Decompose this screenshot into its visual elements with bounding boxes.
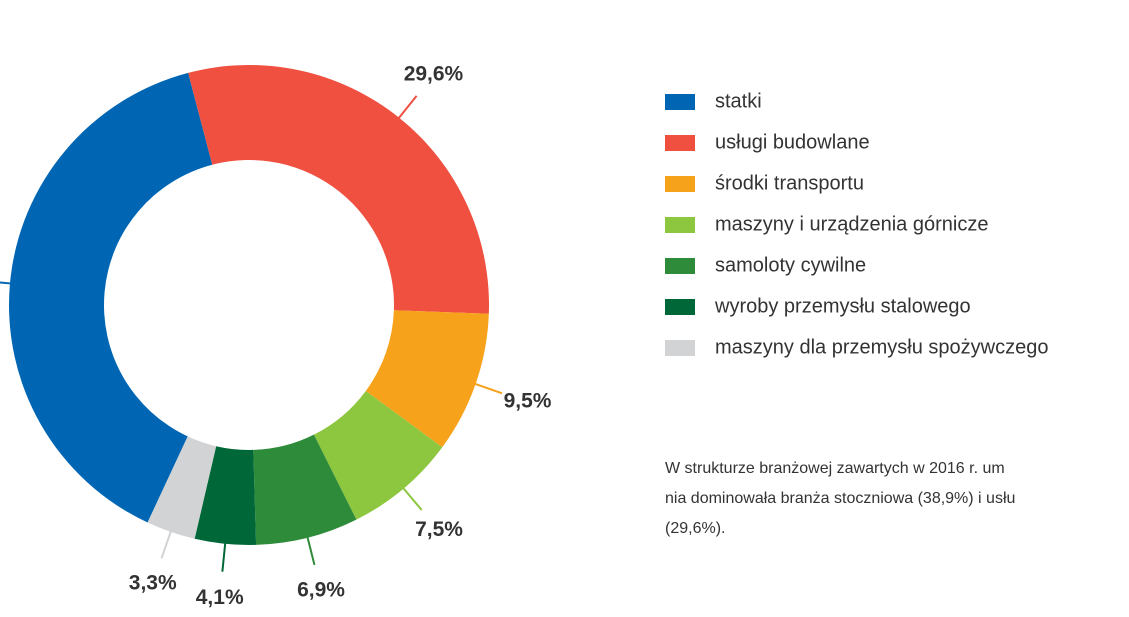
legend-label: maszyny i urządzenia górnicze bbox=[715, 213, 988, 235]
annotation-line: nia dominowała branża stoczniowa (38,9%)… bbox=[665, 490, 1015, 507]
legend-swatch bbox=[665, 258, 695, 274]
legend-label: środki transportu bbox=[715, 172, 864, 194]
legend-label: usługi budowlane bbox=[715, 131, 870, 153]
leader-line bbox=[396, 480, 423, 511]
leader-line bbox=[392, 95, 418, 127]
legend-label: maszyny dla przemysłu spożywczego bbox=[715, 336, 1048, 358]
annotation-line: W strukturze branżowej zawartych w 2016 … bbox=[665, 460, 1005, 477]
donut-segment bbox=[253, 434, 357, 545]
leader-line bbox=[304, 527, 316, 566]
legend-swatch bbox=[665, 94, 695, 110]
legend-label: wyroby przemysłu stalowego bbox=[714, 295, 971, 317]
donut-segment bbox=[313, 390, 443, 520]
leader-line bbox=[465, 379, 503, 395]
value-label: 29,6% bbox=[404, 62, 464, 85]
value-label: 9,5% bbox=[504, 390, 552, 413]
leader-line bbox=[0, 281, 21, 286]
value-label: 4,1% bbox=[196, 586, 244, 609]
donut-segment bbox=[365, 310, 489, 448]
annotation-line: (29,6%). bbox=[665, 520, 725, 537]
legend-swatch bbox=[665, 340, 695, 356]
legend-swatch bbox=[665, 217, 695, 233]
legend-swatch bbox=[665, 135, 695, 151]
value-label: 7,5% bbox=[415, 518, 463, 541]
legend-swatch bbox=[665, 299, 695, 315]
leader-line bbox=[221, 533, 228, 572]
donut-segment bbox=[188, 65, 490, 314]
donut-segment bbox=[8, 72, 213, 523]
value-label: 6,9% bbox=[297, 579, 345, 602]
donut-segment bbox=[147, 436, 217, 539]
legend-label: statki bbox=[715, 90, 762, 112]
donut-segment bbox=[194, 446, 257, 545]
value-label: 3,3% bbox=[129, 571, 177, 594]
legend-swatch bbox=[665, 176, 695, 192]
leader-line bbox=[160, 522, 175, 559]
legend-label: samoloty cywilne bbox=[715, 254, 866, 276]
